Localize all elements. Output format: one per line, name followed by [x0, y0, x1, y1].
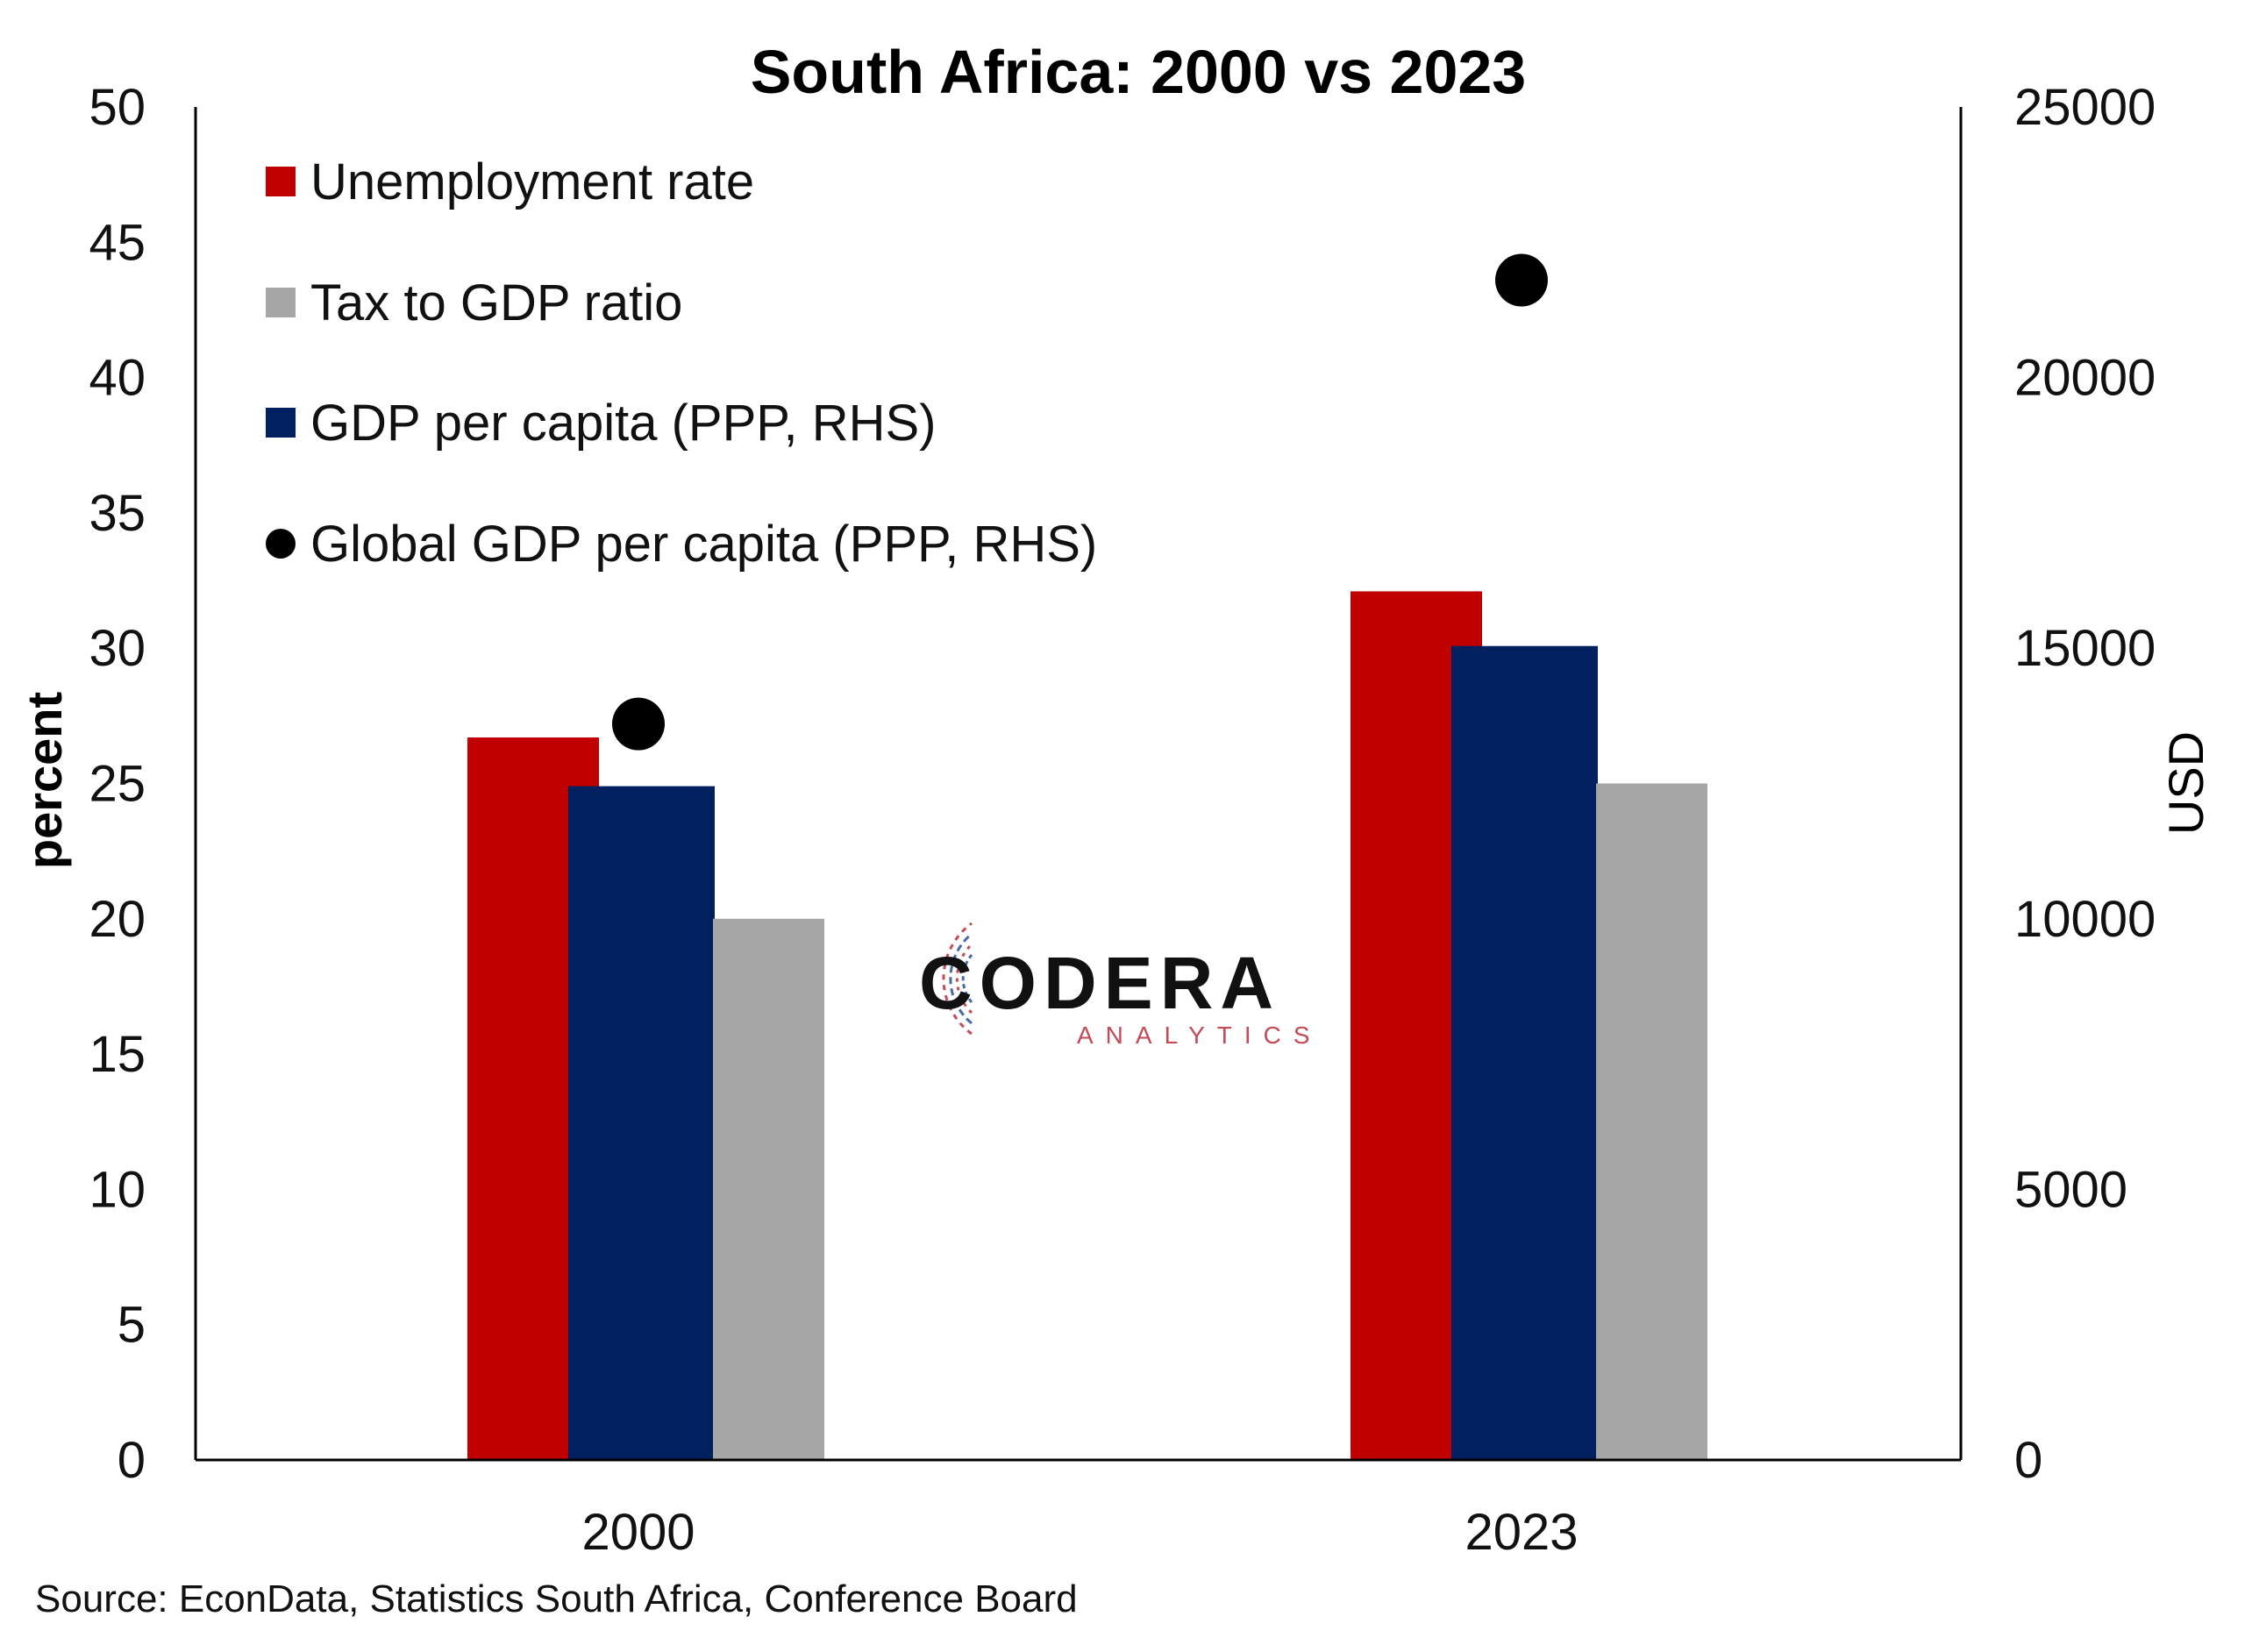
legend-label-global-gdp-per-capita-ppp-rhs: Global GDP per capita (PPP, RHS) — [310, 516, 1097, 573]
y-axis-right-title: USD — [2158, 731, 2213, 835]
x-tick-label-2023: 2023 — [1465, 1504, 1578, 1561]
points-layer — [612, 253, 1548, 751]
codera-logo-tagline: ANALYTICS — [1077, 1022, 1322, 1049]
y-axis-left-title: percent — [17, 692, 72, 869]
y-left-tick-label: 35 — [89, 485, 146, 542]
bar-gdp-per-capita-ppp-rhs-2000 — [568, 786, 715, 1460]
y-axis-left-ticks: 0 5 10 15 20 25 30 35 40 45 50 — [89, 79, 146, 1489]
y-right-tick-label: 10000 — [2014, 891, 2156, 948]
bar-tax-to-gdp-ratio-2000 — [713, 918, 824, 1460]
y-right-tick-label: 5000 — [2014, 1161, 2127, 1218]
legend-marker-unemployment-rate — [266, 167, 296, 196]
codera-logo-arcs — [942, 922, 973, 1036]
legend-marker-tax-to-gdp-ratio — [266, 288, 296, 317]
y-left-tick-label: 20 — [89, 891, 146, 948]
x-tick-label-2000: 2000 — [581, 1504, 695, 1561]
legend: Unemployment rate Tax to GDP ratio GDP per… — [266, 153, 1097, 573]
legend-label-tax-to-gdp-ratio: Tax to GDP ratio — [310, 274, 682, 331]
bars-layer — [467, 591, 1707, 1460]
y-right-tick-label: 0 — [2014, 1432, 2042, 1489]
legend-label-unemployment-rate: Unemployment rate — [310, 153, 754, 210]
y-left-tick-label: 40 — [89, 350, 146, 407]
y-left-tick-label: 30 — [89, 620, 146, 677]
y-left-tick-label: 10 — [89, 1161, 146, 1218]
legend-marker-gdp-per-capita-ppp-rhs — [266, 408, 296, 438]
y-right-tick-label: 25000 — [2014, 79, 2156, 136]
y-right-tick-label: 20000 — [2014, 350, 2156, 407]
x-axis-ticks: 2000 2023 — [581, 1504, 1578, 1561]
y-left-tick-label: 50 — [89, 79, 146, 136]
y-axis-right-ticks: 0 5000 10000 15000 20000 25000 — [2014, 79, 2156, 1489]
codera-logo-text: CODERA — [919, 942, 1280, 1024]
y-left-tick-label: 0 — [118, 1432, 146, 1489]
legend-marker-global-gdp-per-capita-ppp-rhs — [266, 529, 296, 559]
y-left-tick-label: 45 — [89, 214, 146, 271]
y-right-tick-label: 15000 — [2014, 620, 2156, 677]
y-left-tick-label: 15 — [89, 1026, 146, 1083]
source-note: Source: EconData, Statistics South Afric… — [35, 1577, 1078, 1620]
bar-tax-to-gdp-ratio-2023 — [1596, 783, 1707, 1460]
legend-label-gdp-per-capita-ppp-rhs: GDP per capita (PPP, RHS) — [310, 395, 936, 452]
chart-title: South Africa: 2000 vs 2023 — [751, 38, 1527, 106]
y-left-tick-label: 25 — [89, 756, 146, 813]
bar-gdp-per-capita-ppp-rhs-2023 — [1451, 645, 1598, 1460]
point-global-gdp-per-capita-2023 — [1495, 253, 1548, 307]
codera-logo: CODERA ANALYTICS — [919, 922, 1322, 1049]
point-global-gdp-per-capita-2000 — [612, 697, 665, 751]
y-left-tick-label: 5 — [118, 1297, 146, 1354]
